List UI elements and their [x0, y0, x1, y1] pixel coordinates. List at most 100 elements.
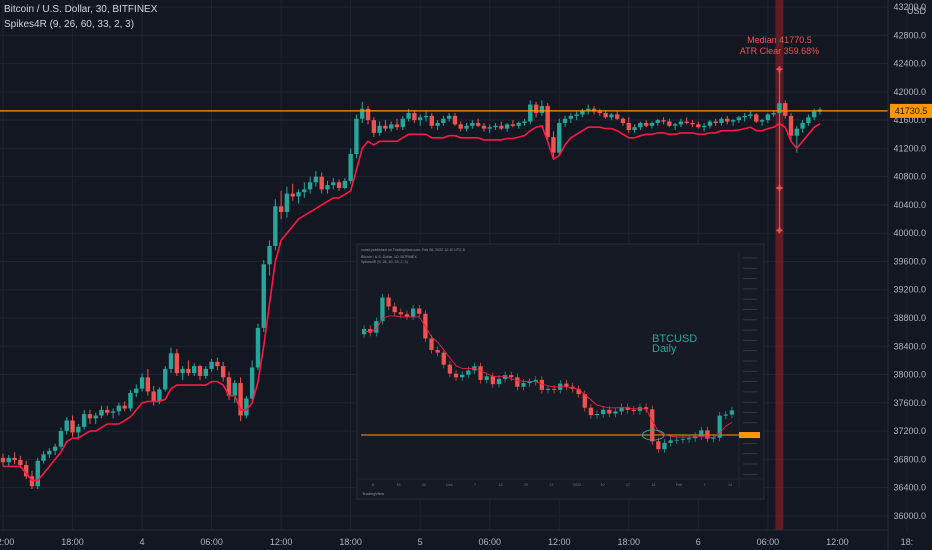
candle[interactable]: [302, 182, 307, 198]
candle[interactable]: [725, 115, 730, 125]
candle[interactable]: [0, 453, 6, 467]
candle[interactable]: [429, 113, 434, 129]
candle[interactable]: [533, 101, 539, 118]
candle[interactable]: [70, 415, 75, 437]
candle[interactable]: [730, 118, 736, 126]
candle[interactable]: [145, 368, 151, 396]
candle[interactable]: [307, 176, 313, 194]
candle[interactable]: [313, 171, 319, 187]
candle[interactable]: [759, 118, 765, 126]
candle[interactable]: [603, 110, 608, 119]
candle[interactable]: [643, 120, 649, 128]
candle[interactable]: [110, 408, 116, 419]
current-price-badge[interactable]: 41730.5: [890, 103, 932, 118]
candle[interactable]: [586, 104, 591, 115]
candle[interactable]: [446, 113, 452, 122]
candle[interactable]: [180, 366, 185, 381]
candle[interactable]: [23, 460, 29, 480]
candle[interactable]: [151, 385, 156, 406]
candle[interactable]: [736, 115, 742, 123]
indicator-title[interactable]: Spikes4R (9, 26, 60, 33, 2, 3): [4, 19, 135, 30]
candle[interactable]: [435, 120, 440, 131]
candle[interactable]: [342, 178, 348, 190]
candle[interactable]: [76, 424, 81, 440]
candle[interactable]: [394, 118, 400, 131]
candle[interactable]: [174, 349, 180, 376]
candle[interactable]: [331, 178, 336, 190]
candle[interactable]: [806, 114, 811, 126]
candle[interactable]: [528, 100, 533, 125]
candle[interactable]: [249, 360, 255, 402]
candle[interactable]: [655, 118, 660, 126]
candle[interactable]: [742, 113, 747, 122]
candle[interactable]: [87, 409, 93, 424]
candle[interactable]: [6, 455, 11, 467]
candle[interactable]: [591, 106, 597, 115]
candle[interactable]: [209, 358, 214, 372]
candle[interactable]: [580, 108, 585, 118]
candle[interactable]: [348, 148, 353, 184]
candle[interactable]: [470, 120, 475, 129]
candle[interactable]: [12, 452, 17, 465]
candle[interactable]: [574, 111, 579, 121]
candle[interactable]: [203, 366, 209, 379]
candle[interactable]: [58, 427, 64, 450]
candle[interactable]: [690, 120, 695, 128]
candle[interactable]: [667, 118, 672, 128]
candle[interactable]: [400, 115, 406, 131]
candle[interactable]: [609, 113, 614, 121]
candle[interactable]: [47, 448, 52, 458]
candle[interactable]: [464, 122, 469, 132]
candle[interactable]: [614, 111, 620, 121]
candle[interactable]: [186, 360, 191, 376]
candle[interactable]: [278, 190, 284, 220]
time-axis[interactable]: 12:00 18:00 4 06:00 12:00 18:00 5 06:00 12:00 18:…: [0, 529, 913, 547]
price-axis[interactable]: 43200.0 42800.0 42400.0 42000.0 41600.0 41200…: [887, 0, 932, 550]
candle[interactable]: [389, 121, 394, 132]
candle[interactable]: [128, 390, 133, 412]
candle[interactable]: [99, 405, 104, 419]
candle[interactable]: [423, 111, 429, 122]
candle[interactable]: [748, 111, 753, 119]
candle[interactable]: [354, 114, 359, 159]
candle[interactable]: [626, 117, 631, 133]
candle[interactable]: [122, 401, 127, 412]
candle[interactable]: [754, 113, 759, 123]
candle[interactable]: [545, 103, 550, 142]
candle[interactable]: [707, 120, 713, 129]
candle[interactable]: [267, 240, 272, 276]
candle[interactable]: [371, 117, 377, 138]
candle[interactable]: [41, 450, 46, 464]
candle[interactable]: [52, 443, 58, 456]
candle[interactable]: [139, 373, 145, 392]
candle[interactable]: [232, 380, 237, 403]
candle[interactable]: [64, 416, 69, 435]
candle[interactable]: [261, 260, 266, 333]
candle[interactable]: [168, 347, 174, 374]
candle[interactable]: [105, 405, 110, 416]
candle[interactable]: [632, 124, 637, 133]
inset-snapshot[interactable]: vunsk published on TradingView.com, Feb …: [356, 243, 765, 500]
candle[interactable]: [417, 114, 423, 126]
candle[interactable]: [481, 122, 487, 132]
candle[interactable]: [244, 395, 249, 419]
candle[interactable]: [192, 363, 197, 376]
candle[interactable]: [800, 120, 805, 133]
candle[interactable]: [522, 118, 527, 126]
candle[interactable]: [365, 106, 371, 125]
candle[interactable]: [238, 377, 243, 422]
candle[interactable]: [116, 402, 122, 416]
candle[interactable]: [197, 364, 203, 381]
candle[interactable]: [649, 121, 655, 129]
candle[interactable]: [325, 180, 330, 194]
candle[interactable]: [765, 113, 771, 123]
candle[interactable]: [93, 412, 98, 424]
candle[interactable]: [678, 118, 684, 128]
candle[interactable]: [255, 323, 261, 371]
candle[interactable]: [557, 118, 562, 156]
candle[interactable]: [163, 366, 168, 392]
candle[interactable]: [360, 101, 365, 123]
candle[interactable]: [597, 108, 603, 116]
candle[interactable]: [475, 118, 481, 128]
candle[interactable]: [499, 121, 504, 131]
